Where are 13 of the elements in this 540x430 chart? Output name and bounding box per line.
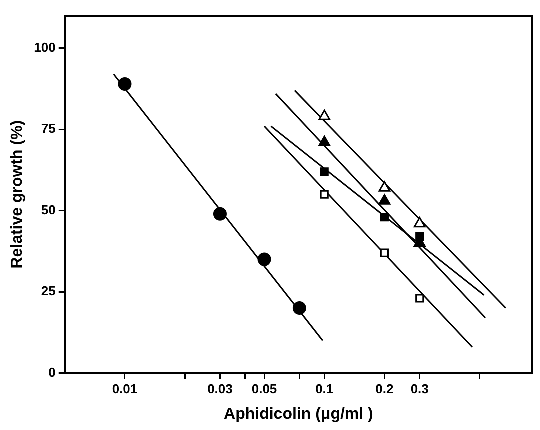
y-tick-label: 50 — [41, 202, 56, 218]
y-tick-label: 25 — [41, 284, 56, 299]
y-tick-label: 0 — [48, 364, 56, 380]
x-axis-title: Aphidicolin (μg/ml ) — [224, 406, 374, 423]
x-tick-label: 0.05 — [252, 382, 278, 397]
x-tick-label: 0.1 — [316, 382, 334, 397]
y-tick-label: 100 — [34, 40, 56, 56]
x-tick-label: 0.01 — [112, 382, 138, 397]
x-tick-label: 0.3 — [410, 382, 429, 397]
y-axis-title: Relative growth (%) — [9, 120, 26, 269]
x-tick-label: 0.03 — [208, 382, 233, 397]
x-tick-label: 0.2 — [376, 382, 394, 397]
y-tick-label: 75 — [41, 121, 56, 136]
